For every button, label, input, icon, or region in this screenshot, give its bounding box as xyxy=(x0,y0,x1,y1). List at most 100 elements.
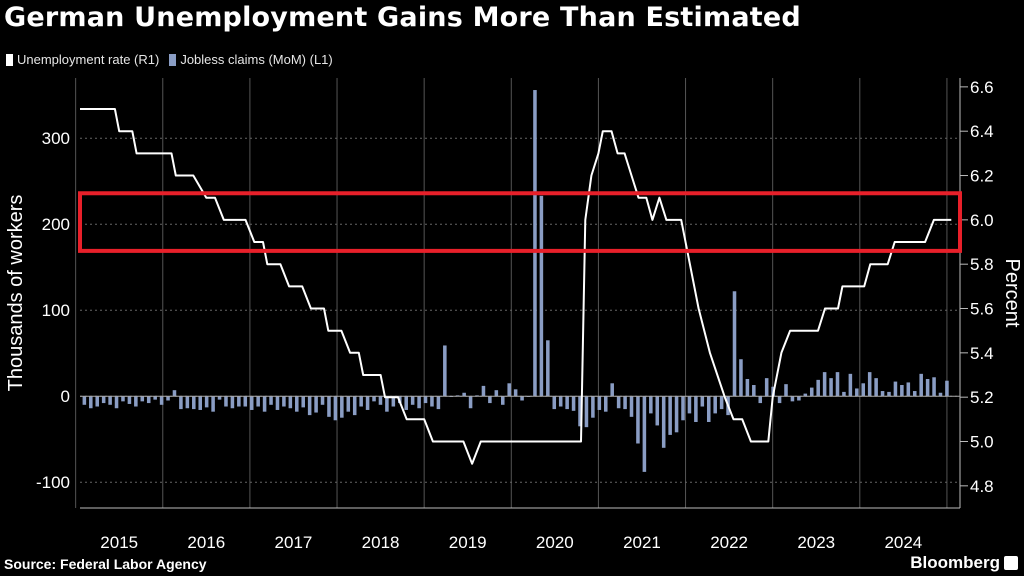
x-tick-label: 2018 xyxy=(362,533,400,552)
claims-bar xyxy=(558,396,563,407)
claims-bar xyxy=(855,388,859,397)
x-tick-label: 2023 xyxy=(797,533,835,552)
left-tick-label: 100 xyxy=(42,301,70,320)
left-tick-label: 200 xyxy=(42,215,70,234)
claims-bar xyxy=(719,396,724,410)
source-note: Source: Federal Labor Agency xyxy=(4,556,207,572)
legend-swatch-claims xyxy=(169,53,177,66)
claims-bar xyxy=(938,392,943,397)
claims-bar xyxy=(494,390,499,397)
claims-bar xyxy=(333,396,338,421)
claims-bar xyxy=(681,396,685,421)
legend-label-claims: Jobless claims (MoM) (L1) xyxy=(180,52,333,67)
claims-bar xyxy=(552,396,557,410)
claims-bar xyxy=(410,396,415,405)
claims-bar xyxy=(610,383,614,397)
claims-bar xyxy=(848,373,853,397)
claims-bar xyxy=(822,372,827,397)
claims-bar xyxy=(301,396,305,408)
claims-bar xyxy=(687,396,692,414)
claims-bar xyxy=(674,396,679,433)
claims-bar xyxy=(372,396,376,402)
claims-bar xyxy=(327,396,331,417)
claims-bar xyxy=(468,396,473,409)
bloomberg-icon xyxy=(1004,556,1018,570)
claims-bar xyxy=(829,378,833,397)
claims-bar xyxy=(706,396,711,422)
claims-bar xyxy=(198,396,202,410)
right-tick-label: 6.2 xyxy=(970,167,994,186)
claims-bar xyxy=(790,396,795,402)
claims-bar xyxy=(288,396,293,409)
left-tick-label: 300 xyxy=(42,129,70,148)
claims-bar xyxy=(249,396,254,410)
claims-bar xyxy=(816,379,820,397)
claims-bar xyxy=(417,396,421,409)
claims-bar xyxy=(629,396,634,417)
claims-bar xyxy=(591,396,595,418)
claims-bar xyxy=(649,396,653,414)
claims-bar xyxy=(539,195,544,397)
claims-bar xyxy=(764,378,769,397)
right-axis-title: Percent xyxy=(1001,259,1023,328)
claims-bar xyxy=(269,396,273,405)
x-tick-label: 2024 xyxy=(884,533,922,552)
x-tick-label: 2020 xyxy=(536,533,574,552)
claims-bar xyxy=(275,396,280,410)
claims-bar xyxy=(211,396,215,412)
claims-bar xyxy=(623,396,627,410)
right-tick-label: 5.8 xyxy=(970,255,994,274)
claims-bar xyxy=(861,383,866,397)
right-tick-label: 5.4 xyxy=(970,344,994,363)
claims-bar xyxy=(307,396,312,416)
claims-bar xyxy=(282,396,286,407)
claims-bar xyxy=(546,340,550,397)
claims-bar xyxy=(732,291,737,397)
claims-bar xyxy=(82,396,87,405)
claims-bar xyxy=(739,359,743,397)
claims-bar xyxy=(443,345,447,397)
claims-bar xyxy=(462,392,466,397)
claims-bar xyxy=(809,387,814,397)
claims-bar xyxy=(520,396,524,401)
claims-bar xyxy=(867,372,872,397)
claims-bar xyxy=(224,396,228,407)
claims-bar xyxy=(500,396,505,405)
claims-bar xyxy=(758,396,763,404)
claims-bar xyxy=(256,396,260,407)
claims-bar xyxy=(925,379,930,397)
right-tick-label: 6.4 xyxy=(970,122,994,141)
claims-bar xyxy=(584,396,589,428)
legend-label-rate: Unemployment rate (R1) xyxy=(17,52,160,67)
claims-bar xyxy=(603,396,608,412)
claims-bar xyxy=(391,396,396,407)
x-tick-label: 2015 xyxy=(100,533,138,552)
claims-bar xyxy=(842,391,846,397)
claims-bar xyxy=(346,396,351,412)
claims-bar xyxy=(893,381,898,397)
right-tick-label: 6.6 xyxy=(970,78,994,97)
claims-bar xyxy=(874,378,878,397)
unemployment-rate-line xyxy=(80,108,952,465)
x-tick-label: 2017 xyxy=(275,533,313,552)
claims-bar xyxy=(932,377,936,397)
x-tick-label: 2016 xyxy=(187,533,225,552)
x-tick-label: 2021 xyxy=(623,533,661,552)
claims-bar xyxy=(919,373,923,397)
claims-bar xyxy=(295,396,299,412)
left-axis-title: Thousands of workers xyxy=(5,195,27,392)
claims-bar xyxy=(243,396,248,407)
claims-bar xyxy=(159,396,164,405)
claims-bar xyxy=(89,396,93,409)
claims-bar xyxy=(945,380,949,397)
claims-bar xyxy=(481,385,486,397)
claims-bar xyxy=(642,396,647,472)
claims-bar xyxy=(108,396,112,405)
claims-bar xyxy=(436,396,441,410)
claims-bar xyxy=(140,396,145,402)
claims-bar xyxy=(700,396,705,407)
right-tick-label: 6.0 xyxy=(970,211,994,230)
claims-bar xyxy=(900,385,904,397)
claims-bar xyxy=(655,396,660,426)
